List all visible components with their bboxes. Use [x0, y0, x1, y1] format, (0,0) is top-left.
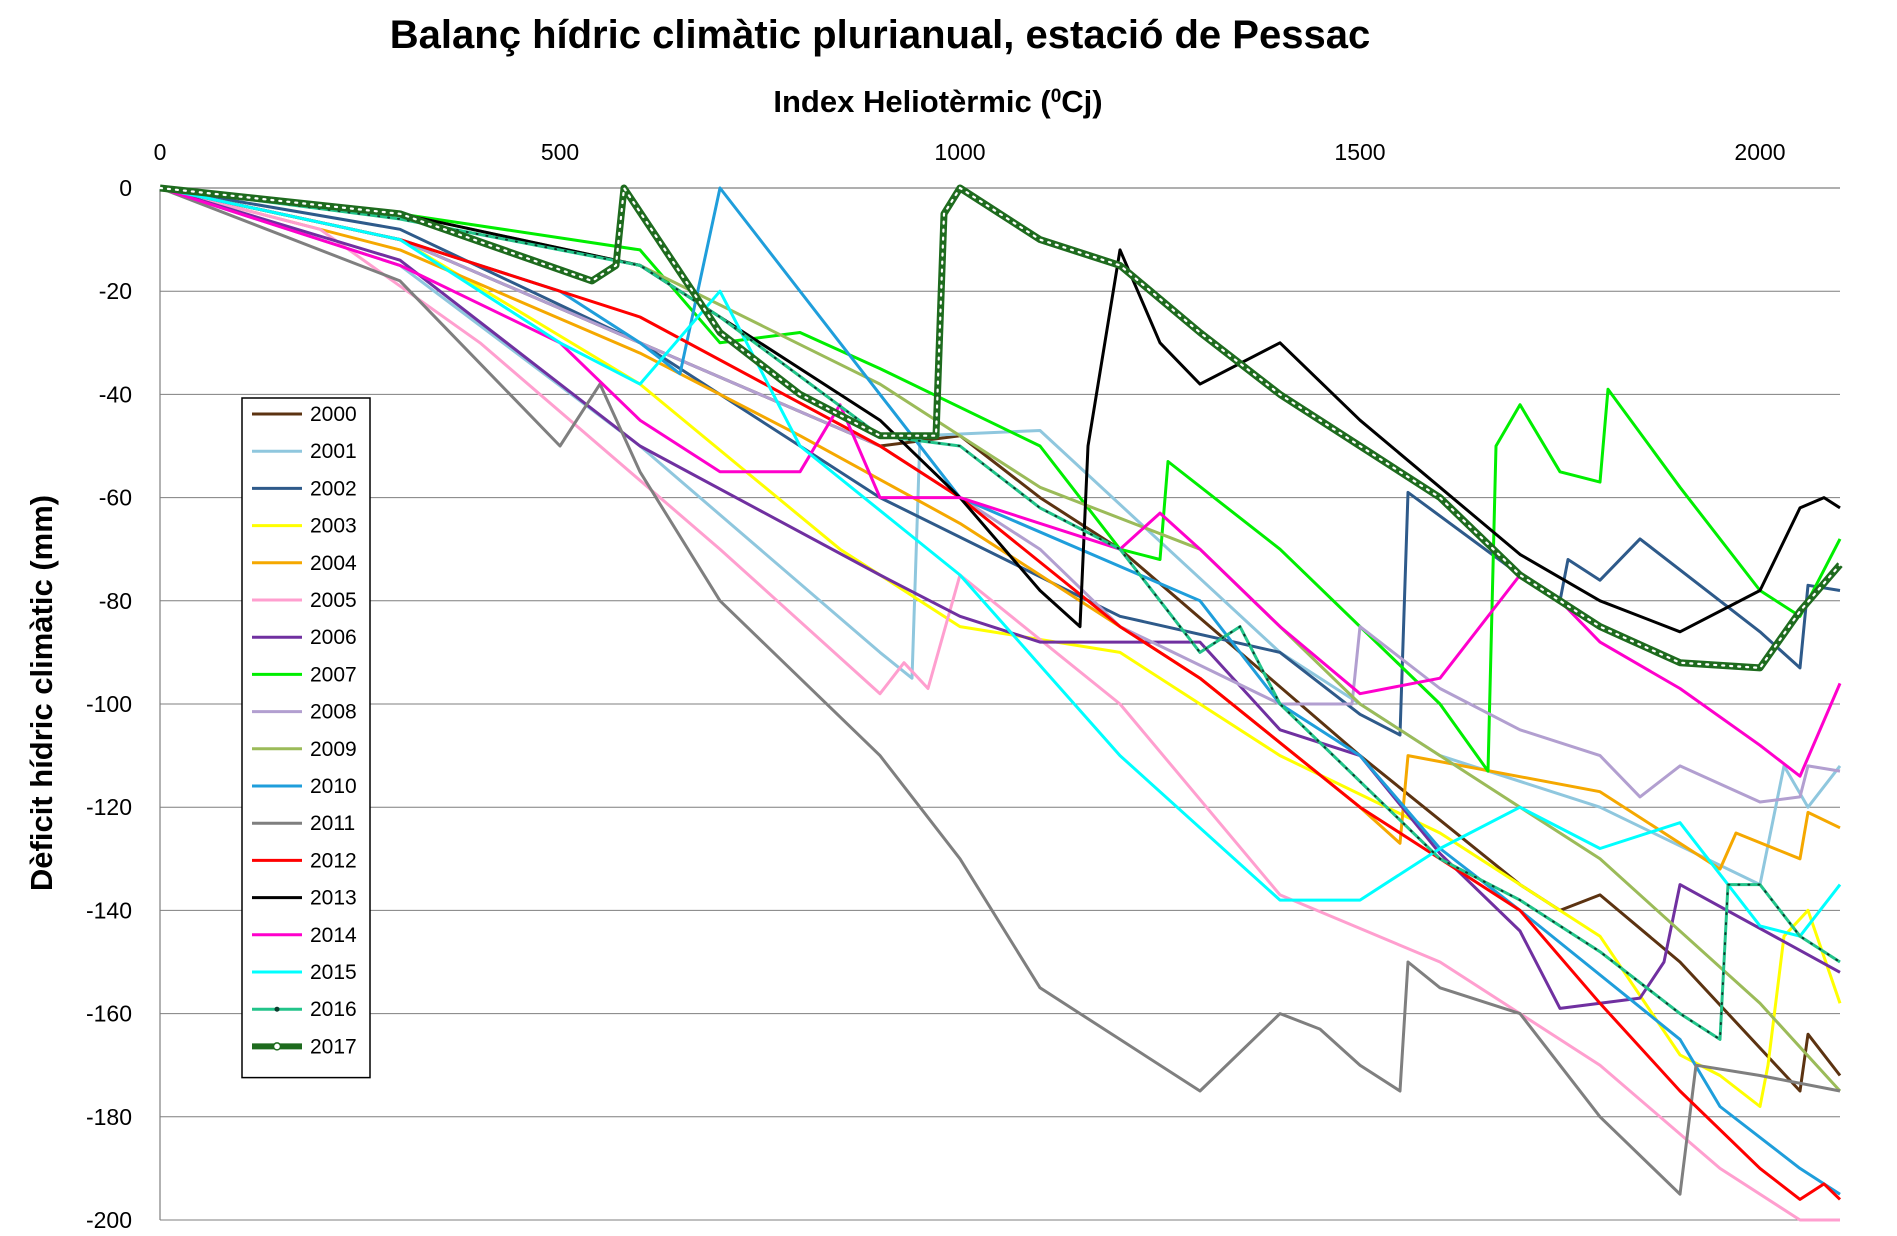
series-line-2003	[159, 186, 1842, 1108]
y-tick-label: 0	[119, 175, 132, 201]
y-axis-title: Dèficit hídric climàtic (mm)	[24, 495, 59, 891]
series-line-2000	[159, 186, 1842, 1093]
legend-label-2009: 2009	[310, 738, 357, 761]
y-tick-label: -60	[99, 485, 132, 511]
legend-box	[241, 397, 371, 1079]
legend-label-2004: 2004	[310, 552, 357, 575]
y-tick-label: -40	[99, 381, 132, 407]
tick-labels: 0 -20 -40 -60 -80 -100 -120 -140 -160 -180 -200 0 50…	[86, 139, 1786, 1233]
y-tick-label: -100	[86, 691, 132, 717]
series-line-2004	[159, 186, 1841, 871]
series-line-2006	[159, 186, 1841, 1010]
legend-label-2016: 2016	[310, 998, 357, 1021]
series-line-2011	[159, 186, 1841, 1196]
legend-marker-2017	[272, 1042, 282, 1051]
series-line-2010	[159, 186, 1841, 1196]
series-line-2013	[159, 186, 1841, 634]
legend-label-2012: 2012	[310, 849, 357, 872]
legend-label-2005: 2005	[310, 589, 357, 612]
series-line-2002	[159, 186, 1841, 737]
gridlines	[159, 187, 1840, 1221]
y-tick-label: -120	[86, 794, 132, 820]
legend-label-2007: 2007	[310, 663, 357, 686]
series-line-2008	[159, 186, 1841, 804]
legend-label-2000: 2000	[310, 403, 357, 426]
series-line-2016-dots	[159, 187, 1841, 1042]
series-line-2014	[159, 186, 1842, 778]
x-tick-label: 500	[541, 139, 579, 165]
legend-label-2013: 2013	[310, 887, 357, 910]
series-line-2012	[159, 186, 1842, 1201]
plot-area	[158, 184, 1843, 1222]
y-tick-label: -20	[99, 278, 132, 304]
legend-label-2002: 2002	[310, 477, 357, 500]
series-line-2015	[159, 186, 1842, 938]
y-tick-label: -160	[86, 1001, 132, 1027]
legend-label-2011: 2011	[310, 812, 355, 835]
legend-label-2006: 2006	[310, 626, 357, 649]
series-line-2017-dots	[158, 184, 1842, 670]
x-tick-label: 0	[154, 139, 167, 165]
x-tick-label: 2000	[1734, 139, 1785, 165]
x-axis-title: Index Heliotèrmic (0Cj)	[773, 84, 1102, 119]
legend-label-2001: 2001	[310, 440, 357, 463]
legend-label-2003: 2003	[310, 515, 357, 538]
legend-label-2017: 2017	[310, 1035, 357, 1058]
legend-marker-2016	[274, 1006, 280, 1012]
legend-label-2008: 2008	[310, 701, 357, 724]
x-tick-label: 1500	[1334, 139, 1385, 165]
y-tick-label: -140	[86, 897, 132, 923]
y-tick-label: -180	[86, 1104, 132, 1130]
series-line-2016	[159, 186, 1841, 1041]
legend: 2000 2001 2002 2003 2004 2005 2006 2007 2008 2009…	[241, 397, 371, 1079]
x-tick-label: 1000	[934, 139, 985, 165]
chart-title: Balanç hídric climàtic plurianual, estac…	[390, 13, 1370, 57]
series-line-2009	[159, 186, 1842, 1093]
legend-label-2010: 2010	[310, 775, 357, 798]
legend-label-2015: 2015	[310, 961, 357, 984]
y-tick-label: -200	[86, 1207, 132, 1233]
y-tick-label: -80	[99, 588, 132, 614]
legend-label-2014: 2014	[310, 924, 357, 947]
